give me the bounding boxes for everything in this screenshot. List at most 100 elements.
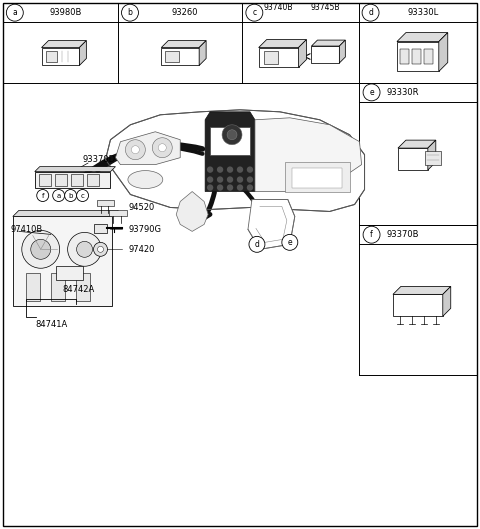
Polygon shape <box>56 266 83 280</box>
Polygon shape <box>116 132 180 165</box>
Bar <box>412 49 421 65</box>
Ellipse shape <box>128 171 163 188</box>
Polygon shape <box>199 41 206 66</box>
Text: d: d <box>368 8 373 17</box>
Circle shape <box>363 226 380 243</box>
Bar <box>425 151 441 165</box>
Bar <box>424 49 433 65</box>
Circle shape <box>77 189 88 202</box>
Bar <box>264 51 277 65</box>
Text: c: c <box>252 8 256 17</box>
Bar <box>292 168 342 188</box>
Bar <box>86 174 98 186</box>
Circle shape <box>65 189 77 202</box>
Circle shape <box>217 177 223 182</box>
Text: b: b <box>69 193 73 198</box>
Circle shape <box>97 247 104 252</box>
Bar <box>312 46 339 63</box>
Bar <box>39 174 51 186</box>
Polygon shape <box>42 41 86 48</box>
Text: 93260: 93260 <box>172 8 198 17</box>
Bar <box>393 294 443 316</box>
Circle shape <box>68 232 101 266</box>
Text: 84742A: 84742A <box>63 285 95 294</box>
Text: 93740B: 93740B <box>264 3 293 12</box>
Text: 93330R: 93330R <box>386 88 419 97</box>
Text: a: a <box>12 8 17 17</box>
Polygon shape <box>106 110 364 212</box>
Polygon shape <box>255 118 361 191</box>
Circle shape <box>77 241 93 257</box>
Circle shape <box>248 185 252 190</box>
Bar <box>55 174 67 186</box>
Text: f: f <box>370 230 373 239</box>
Circle shape <box>208 185 213 190</box>
Circle shape <box>132 145 139 153</box>
Circle shape <box>238 167 242 172</box>
Text: 93370B: 93370B <box>386 230 419 239</box>
Circle shape <box>37 189 48 202</box>
Circle shape <box>6 4 24 21</box>
Circle shape <box>121 4 138 21</box>
Polygon shape <box>79 41 86 66</box>
Circle shape <box>238 177 242 182</box>
Circle shape <box>217 185 223 190</box>
Circle shape <box>158 144 166 152</box>
Bar <box>400 49 409 65</box>
Text: 84741A: 84741A <box>36 320 68 329</box>
Circle shape <box>362 4 379 21</box>
Bar <box>161 48 199 66</box>
Bar <box>397 42 439 71</box>
Text: e: e <box>288 238 292 247</box>
Circle shape <box>282 234 298 250</box>
Circle shape <box>208 177 213 182</box>
Polygon shape <box>428 140 436 170</box>
Text: 97420: 97420 <box>129 245 155 254</box>
Text: e: e <box>369 88 374 97</box>
Circle shape <box>31 239 51 259</box>
Polygon shape <box>299 40 306 68</box>
Circle shape <box>228 185 232 190</box>
Bar <box>46 51 58 62</box>
Circle shape <box>125 140 145 160</box>
Polygon shape <box>176 191 208 231</box>
Polygon shape <box>398 140 436 148</box>
Circle shape <box>228 167 232 172</box>
Polygon shape <box>397 33 448 42</box>
Polygon shape <box>443 286 451 316</box>
Circle shape <box>227 130 237 140</box>
Bar <box>13 216 112 306</box>
Circle shape <box>228 177 232 182</box>
Circle shape <box>249 236 265 252</box>
Bar <box>109 211 127 216</box>
Circle shape <box>222 125 242 145</box>
Bar <box>398 148 428 170</box>
Circle shape <box>94 242 108 256</box>
Bar <box>94 224 108 233</box>
Bar <box>285 162 349 191</box>
Circle shape <box>152 138 172 158</box>
Text: 93330L: 93330L <box>407 8 438 17</box>
Polygon shape <box>161 41 206 48</box>
Circle shape <box>22 231 60 268</box>
Bar <box>35 171 110 188</box>
Circle shape <box>363 84 380 101</box>
Polygon shape <box>339 40 345 63</box>
Text: f: f <box>41 193 44 198</box>
Text: 93745B: 93745B <box>311 3 340 12</box>
Polygon shape <box>35 167 116 171</box>
Polygon shape <box>259 40 306 48</box>
Text: c: c <box>81 193 84 198</box>
Bar <box>42 48 79 66</box>
Text: 93790G: 93790G <box>129 225 161 234</box>
Circle shape <box>53 189 65 202</box>
Polygon shape <box>13 211 119 216</box>
Bar <box>71 174 83 186</box>
Bar <box>75 273 90 301</box>
Circle shape <box>208 167 213 172</box>
Polygon shape <box>393 286 451 294</box>
Circle shape <box>238 185 242 190</box>
Text: b: b <box>128 8 132 17</box>
Text: a: a <box>57 193 61 198</box>
Circle shape <box>217 167 223 172</box>
